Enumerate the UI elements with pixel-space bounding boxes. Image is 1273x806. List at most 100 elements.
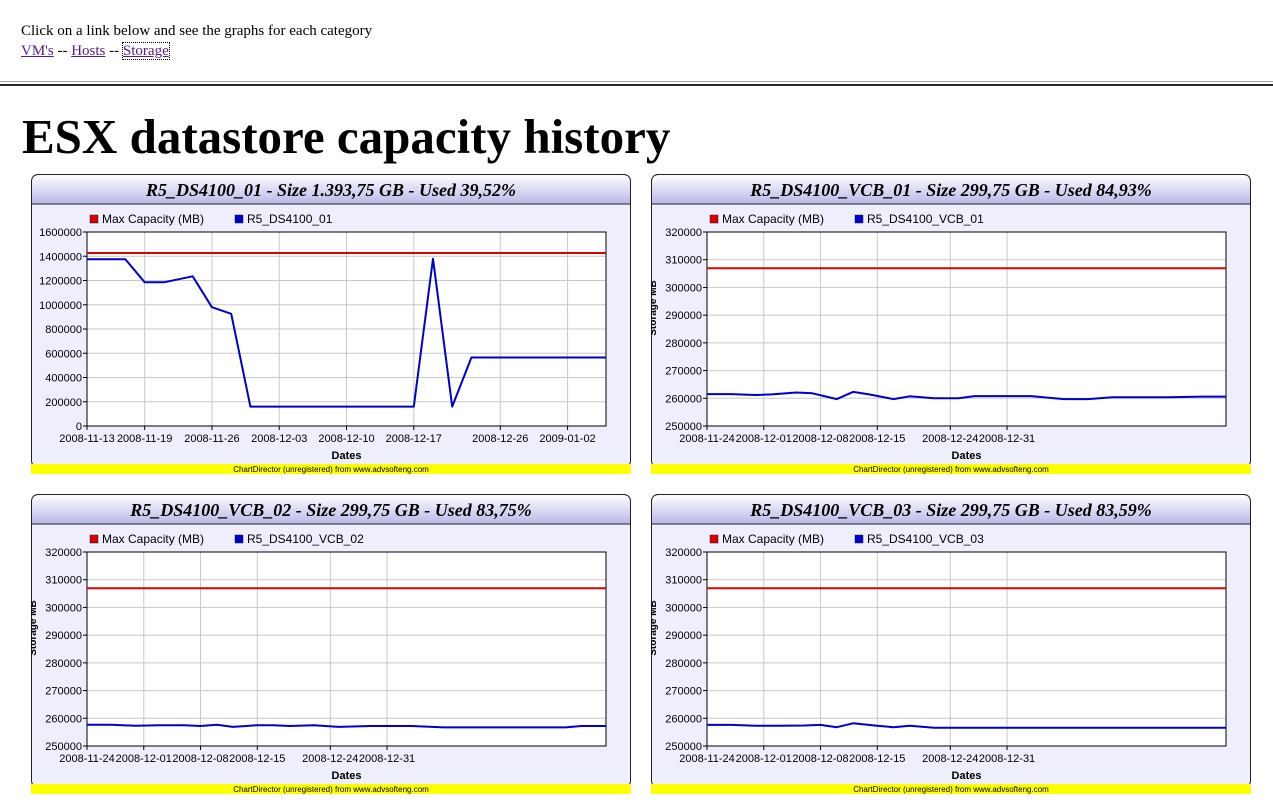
x-tick-label: 2008-12-01 [736, 753, 792, 765]
legend-label: R5_DS4100_VCB_01 [867, 212, 984, 226]
chart-svg: R5_DS4100_01 - Size 1.393,75 GB - Used 3… [31, 174, 631, 474]
x-tick-label: 2008-12-03 [251, 433, 307, 445]
plot-border [706, 231, 1227, 427]
top-navigation: Click on a link below and see the graphs… [0, 0, 1273, 84]
legend-swatch [709, 534, 719, 544]
chart-panel-vcb-01: R5_DS4100_VCB_01 - Size 299,75 GB - Used… [651, 174, 1251, 474]
x-tick-label: 2008-12-31 [979, 753, 1035, 765]
series-line [87, 257, 606, 408]
y-tick-label: 310000 [45, 575, 82, 587]
y-tick-label: 270000 [45, 686, 82, 698]
y-tick-label: 260000 [665, 393, 702, 405]
y-tick-label: 310000 [665, 255, 702, 267]
panel-header [651, 494, 1251, 525]
storage-link[interactable]: Storage [121, 42, 170, 60]
legend-swatch [89, 214, 99, 224]
y-tick-label: 300000 [665, 602, 702, 614]
y-tick-label: 300000 [45, 602, 82, 614]
x-tick-label: 2008-12-01 [736, 433, 792, 445]
x-tick-label: 2008-11-24 [679, 753, 734, 765]
vms-link[interactable]: VM's [21, 43, 54, 59]
legend-swatch [234, 534, 244, 544]
x-tick-label: 2008-12-15 [849, 753, 905, 765]
y-tick-label: 320000 [665, 547, 702, 559]
chart-title: R5_DS4100_01 - Size 1.393,75 GB - Used 3… [145, 180, 516, 200]
y-tick-label: 1600000 [39, 227, 82, 239]
legend-label: Max Capacity (MB) [102, 212, 204, 226]
series-line [707, 722, 1226, 729]
x-tick-label: 2008-11-13 [59, 433, 114, 445]
y-tick-label: 310000 [665, 575, 702, 587]
chart-title: R5_DS4100_VCB_02 - Size 299,75 GB - Used… [129, 500, 532, 520]
y-tick-label: 0 [76, 421, 82, 433]
x-tick-label: 2008-12-15 [849, 433, 905, 445]
y-tick-label: 300000 [665, 282, 702, 294]
y-tick-label: 260000 [45, 713, 82, 725]
x-axis-title: Dates [332, 450, 362, 462]
y-tick-label: 280000 [665, 658, 702, 670]
footer-bar [651, 784, 1251, 794]
legend-label: R5_DS4100_VCB_03 [867, 532, 984, 546]
x-tick-label: 2008-11-26 [184, 433, 239, 445]
footer-text: ChartDirector (unregistered) from www.ad… [853, 465, 1049, 474]
footer-text: ChartDirector (unregistered) from www.ad… [233, 465, 429, 474]
legend-label: R5_DS4100_VCB_02 [247, 532, 364, 546]
y-tick-label: 280000 [665, 338, 702, 350]
footer-bar [31, 464, 631, 474]
x-tick-label: 2008-12-24 [922, 753, 978, 765]
chart-svg: R5_DS4100_VCB_03 - Size 299,75 GB - Used… [651, 494, 1251, 794]
y-tick-label: 400000 [45, 373, 82, 385]
legend-label: Max Capacity (MB) [722, 532, 824, 546]
plot-area [87, 552, 606, 746]
x-tick-label: 2008-12-26 [472, 433, 528, 445]
chart-svg: R5_DS4100_VCB_02 - Size 299,75 GB - Used… [31, 494, 631, 794]
series-line [87, 723, 606, 729]
footer-bar [31, 784, 631, 794]
series-line [707, 390, 1226, 401]
y-tick-label: 270000 [665, 366, 702, 378]
x-tick-label: 2008-12-24 [922, 433, 978, 445]
footer-text: ChartDirector (unregistered) from www.ad… [233, 785, 429, 794]
intro-text: Click on a link below and see the graphs… [21, 23, 373, 39]
x-tick-label: 2008-12-17 [386, 433, 442, 445]
y-tick-label: 320000 [665, 227, 702, 239]
panel-header [31, 494, 631, 525]
chart-panel-ds4100-01: R5_DS4100_01 - Size 1.393,75 GB - Used 3… [31, 174, 631, 474]
x-tick-label: 2008-11-24 [59, 753, 114, 765]
chart-title: R5_DS4100_VCB_01 - Size 299,75 GB - Used… [749, 180, 1152, 200]
x-tick-label: 2008-12-08 [792, 433, 848, 445]
x-tick-label: 2008-11-24 [679, 433, 734, 445]
x-tick-label: 2009-01-02 [539, 433, 595, 445]
plot-border [86, 551, 607, 747]
chart-panel-vcb-02: R5_DS4100_VCB_02 - Size 299,75 GB - Used… [31, 494, 631, 794]
divider-line [0, 81, 1273, 82]
panel-header [651, 174, 1251, 205]
legend-label: Max Capacity (MB) [102, 532, 204, 546]
x-tick-label: 2008-12-08 [172, 753, 228, 765]
divider-line [0, 84, 1273, 86]
plot-border [86, 231, 607, 427]
link-separator: -- [57, 43, 68, 59]
y-tick-label: 260000 [665, 713, 702, 725]
x-tick-label: 2008-12-15 [229, 753, 285, 765]
link-separator: -- [109, 43, 120, 59]
chart-panel-vcb-03: R5_DS4100_VCB_03 - Size 299,75 GB - Used… [651, 494, 1251, 794]
y-tick-label: 1400000 [39, 251, 82, 263]
x-tick-label: 2008-12-10 [318, 433, 374, 445]
hosts-link[interactable]: Hosts [71, 43, 106, 59]
y-tick-label: 600000 [45, 348, 82, 360]
legend-swatch [234, 214, 244, 224]
panel-header [31, 174, 631, 205]
y-tick-label: 800000 [45, 324, 82, 336]
x-tick-label: 2008-12-08 [792, 753, 848, 765]
x-axis-title: Dates [952, 770, 982, 782]
legend-swatch [854, 214, 864, 224]
y-tick-label: 250000 [45, 741, 82, 753]
x-tick-label: 2008-12-31 [979, 433, 1035, 445]
legend-label: Max Capacity (MB) [722, 212, 824, 226]
y-axis-title: Storage MB [651, 600, 659, 656]
footer-bar [651, 464, 1251, 474]
footer-text: ChartDirector (unregistered) from www.ad… [853, 785, 1049, 794]
y-tick-label: 250000 [665, 741, 702, 753]
y-tick-label: 1000000 [39, 300, 82, 312]
